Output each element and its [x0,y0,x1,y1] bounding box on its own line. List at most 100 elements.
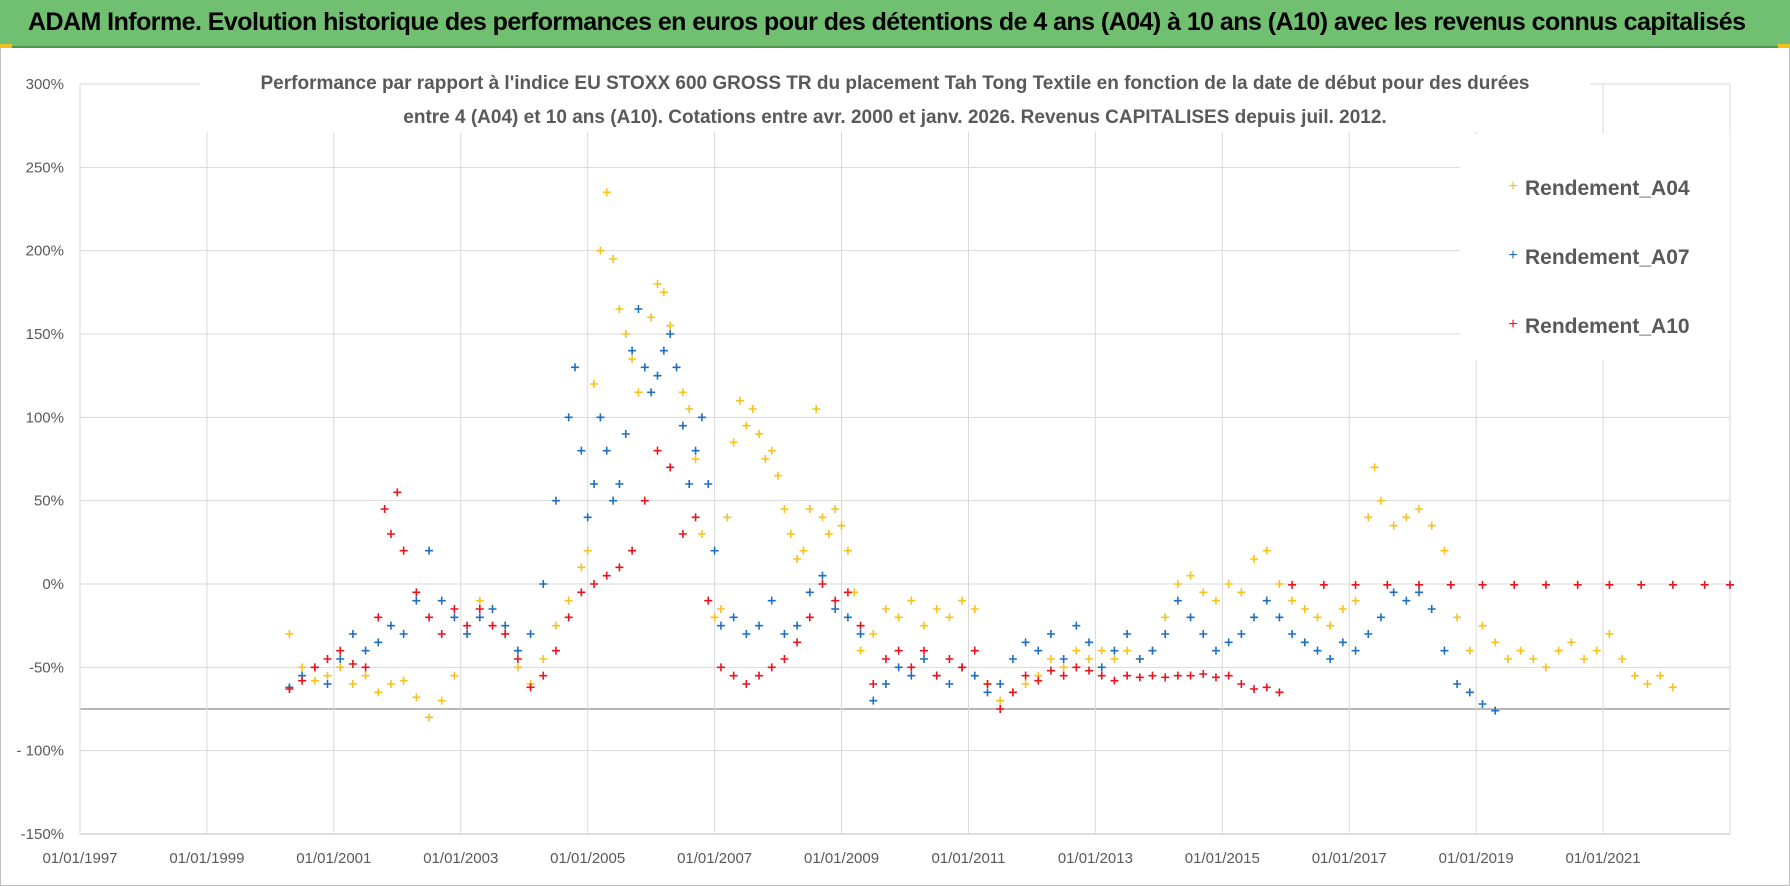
point-Rendement_A04-2 [310,676,319,685]
point-Rendement_A07-57 [856,630,865,638]
point-Rendement_A04-32 [634,388,643,397]
point-Rendement_A04-39 [678,388,687,397]
point-Rendement_A10-69 [1135,673,1144,682]
point-Rendement_A07-67 [983,688,992,697]
point-Rendement_A07-89 [1262,596,1271,605]
point-Rendement_A04-97 [1237,588,1246,597]
point-Rendement_A10-84 [1383,580,1392,589]
point-Rendement_A04-83 [1059,663,1068,672]
point-Rendement_A07-17 [501,621,510,630]
point-Rendement_A07-28 [602,446,611,455]
point-Rendement_A07-73 [1059,655,1068,663]
point-Rendement_A04-45 [716,605,725,613]
point-Rendement_A04-88 [1123,646,1132,655]
x-tick-label: 01/01/2017 [1312,850,1387,867]
legend-entry-a07[interactable]: + Rendement_A07 [1508,246,1689,269]
point-Rendement_A04-59 [805,505,814,513]
point-Rendement_A04-104 [1326,621,1335,630]
point-Rendement_A10-2 [310,663,319,672]
point-Rendement_A07-21 [551,496,560,505]
point-Rendement_A04-62 [824,530,833,538]
point-Rendement_A07-20 [539,580,548,588]
y-tick-label: 150% [26,326,64,343]
legend-label-a04: Rendement_A04 [1525,177,1690,200]
point-Rendement_A04-78 [996,696,1005,705]
y-axis-labels: 300% 250% 200% 150% 100% 50% 0% -50% - 100% -150% [16,76,64,843]
point-Rendement_A04-5 [348,680,357,688]
point-Rendement_A10-38 [742,680,751,688]
point-Rendement_A10-56 [970,646,979,655]
point-Rendement_A07-82 [1173,596,1182,605]
point-Rendement_A10-75 [1211,673,1220,682]
point-Rendement_A07-87 [1237,630,1246,638]
point-Rendement_A10-78 [1250,685,1259,693]
point-Rendement_A07-27 [596,413,605,422]
point-Rendement_A04-113 [1427,521,1436,530]
point-Rendement_A10-29 [628,546,637,555]
point-Rendement_A07-68 [996,680,1005,688]
point-Rendement_A07-74 [1072,621,1081,630]
y-tick-label: 100% [26,409,64,426]
point-Rendement_A10-71 [1161,673,1170,682]
point-Rendement_A04-115 [1453,613,1462,622]
point-Rendement_A07-104 [1453,680,1462,688]
point-Rendement_A07-34 [640,363,649,372]
point-Rendement_A10-41 [780,655,789,663]
point-Rendement_A07-69 [1008,655,1017,663]
point-Rendement_A10-8 [380,505,389,513]
point-Rendement_A10-89 [1541,580,1550,589]
point-Rendement_A10-17 [475,605,484,613]
point-Rendement_A04-126 [1592,646,1601,655]
point-Rendement_A07-49 [755,621,764,630]
point-Rendement_A04-96 [1224,580,1233,588]
point-Rendement_A04-80 [1021,680,1030,688]
point-Rendement_A10-55 [958,663,967,672]
point-Rendement_A07-36 [653,371,662,380]
y-tick-label: -150% [21,826,64,843]
point-Rendement_A07-59 [881,680,890,688]
legend-marker-a04: + [1508,178,1517,195]
legend-entry-a04[interactable]: + Rendement_A04 [1508,177,1690,200]
point-Rendement_A07-9 [399,630,408,638]
x-tick-label: 01/01/1999 [169,850,244,867]
point-Rendement_A10-70 [1148,671,1157,680]
x-tick-label: 01/01/1997 [42,850,117,867]
point-Rendement_A04-6 [361,671,370,680]
point-Rendement_A04-75 [958,596,967,605]
point-Rendement_A10-72 [1173,671,1182,680]
x-tick-label: 01/01/2007 [677,850,752,867]
point-Rendement_A07-76 [1097,663,1106,672]
point-Rendement_A10-31 [653,446,662,455]
point-Rendement_A04-44 [710,613,719,622]
point-Rendement_A07-25 [583,513,592,522]
point-Rendement_A04-8 [386,680,395,688]
point-Rendement_A07-77 [1110,646,1119,655]
point-Rendement_A04-25 [590,380,599,388]
point-Rendement_A04-37 [666,321,675,330]
point-Rendement_A04-47 [729,438,738,447]
point-Rendement_A04-67 [856,646,865,655]
point-Rendement_A07-103 [1440,646,1449,655]
point-Rendement_A10-95 [1726,580,1734,589]
point-Rendement_A10-65 [1085,666,1094,675]
point-Rendement_A04-7 [374,688,383,697]
point-Rendement_A07-94 [1326,655,1335,663]
point-Rendement_A10-26 [590,580,599,588]
point-Rendement_A10-48 [869,680,878,688]
point-Rendement_A04-40 [685,405,694,413]
point-Rendement_A10-61 [1034,676,1043,685]
point-Rendement_A04-122 [1541,663,1550,672]
legend-entry-a10[interactable]: + Rendement_A10 [1508,315,1689,338]
x-tick-label: 01/01/2001 [296,850,371,867]
point-Rendement_A10-52 [920,646,929,655]
point-Rendement_A04-71 [907,596,916,605]
banner-title: ADAM Informe. Evolution historique des p… [28,8,1746,36]
point-Rendement_A10-39 [755,671,764,680]
point-Rendement_A07-93 [1313,646,1322,655]
point-Rendement_A04-54 [774,471,783,480]
point-Rendement_A07-91 [1288,630,1297,638]
point-Rendement_A07-107 [1491,706,1500,715]
point-Rendement_A07-33 [634,305,643,313]
point-Rendement_A04-125 [1580,655,1589,663]
point-Rendement_A10-43 [805,613,814,622]
